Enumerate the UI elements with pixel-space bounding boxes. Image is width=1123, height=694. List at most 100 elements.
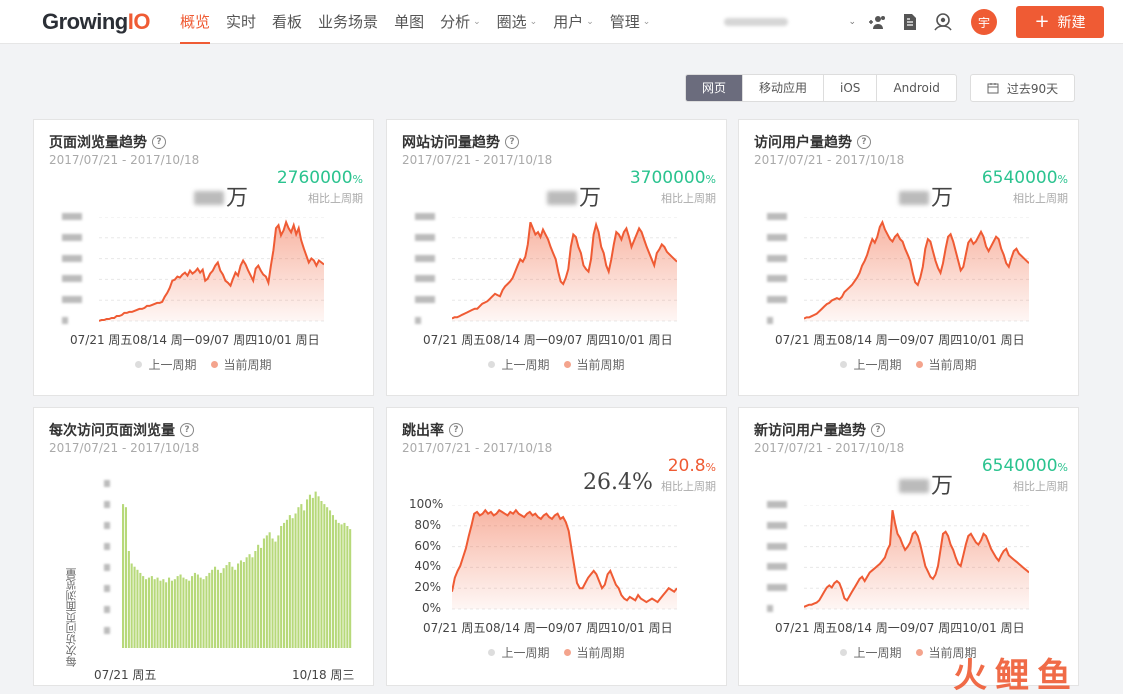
add-member-icon[interactable] xyxy=(866,11,888,33)
plus-icon: + xyxy=(1034,11,1050,32)
card-title: 访问用户量趋势? xyxy=(754,132,871,152)
x-tick-label: 10/01 周日 xyxy=(257,333,320,347)
area-chart xyxy=(804,505,1029,610)
project-selector[interactable]: ⌄ xyxy=(724,13,856,31)
platform-tab-0[interactable]: 网页 xyxy=(686,75,744,101)
bar xyxy=(340,524,343,648)
x-tick-label: 08/14 周一 xyxy=(837,333,900,347)
platform-tab-3[interactable]: Android xyxy=(893,81,940,95)
legend-curr[interactable]: 当前周期 xyxy=(563,644,625,661)
legend-curr[interactable]: 当前周期 xyxy=(915,644,977,661)
x-tick-label: 10/01 周日 xyxy=(962,333,1025,347)
legend-curr[interactable]: 当前周期 xyxy=(563,356,625,373)
legend-prev[interactable]: 上一周期 xyxy=(840,356,902,373)
y-tick-blurred xyxy=(62,254,82,262)
series-line xyxy=(804,219,1029,320)
legend-curr[interactable]: 当前周期 xyxy=(915,356,977,373)
x-tick-label: 09/07 周四 xyxy=(547,333,611,347)
nav-item-4[interactable]: 单图 xyxy=(394,13,425,31)
nav-item-2[interactable]: 看板 xyxy=(272,13,303,31)
nav-item-7[interactable]: 用户 ⌄ xyxy=(545,0,602,44)
metric-card-2: 访问用户量趋势? 2017/07/21 - 2017/10/18 万 6540000%… xyxy=(738,119,1079,396)
bar xyxy=(268,532,271,648)
nav-item-0[interactable]: 概览 xyxy=(172,0,218,44)
chevron-down-icon: ⌄ xyxy=(848,17,856,27)
bar xyxy=(349,529,352,648)
legend-prev[interactable]: 上一周期 xyxy=(840,644,902,661)
x-tick-label: 08/14 周一 xyxy=(837,621,900,635)
x-tick-label: 07/21 周五 xyxy=(423,333,486,347)
x-tick-label: 10/18 周三 xyxy=(292,668,355,682)
bar xyxy=(225,565,228,648)
bar xyxy=(245,557,248,648)
help-icon[interactable]: ? xyxy=(152,135,166,149)
help-icon[interactable]: ? xyxy=(180,423,194,437)
growingio-logo[interactable]: GrowingIO xyxy=(42,9,150,34)
platform-tab-1[interactable]: 移动应用 xyxy=(743,75,825,101)
nav-item-8[interactable]: 管理 ⌄ xyxy=(602,0,659,44)
legend-dot xyxy=(210,361,218,368)
card-date-range: 2017/07/21 - 2017/10/18 xyxy=(754,441,905,455)
help-icon[interactable]: ? xyxy=(505,135,519,149)
legend-prev[interactable]: 上一周期 xyxy=(488,356,550,373)
card-title: 网站访问量趋势? xyxy=(402,132,519,152)
x-tick-label: 07/21 周五 xyxy=(423,621,486,635)
bar xyxy=(329,510,332,648)
bar xyxy=(346,526,349,648)
help-icon[interactable]: ? xyxy=(871,423,885,437)
y-tick-blurred xyxy=(767,275,787,283)
change-percent: 2760000% xyxy=(276,168,363,188)
compare-label: 相比上周期 xyxy=(661,480,716,493)
legend-prev[interactable]: 上一周期 xyxy=(488,644,550,661)
help-icon[interactable]: ? xyxy=(857,135,871,149)
x-axis-labels: 07/21 周五08/14 周一09/07 周四10/01 周日 xyxy=(775,331,1025,348)
x-tick-label: 09/07 周四 xyxy=(899,621,963,635)
nav-item-1[interactable]: 实时 xyxy=(226,13,257,31)
y-tick-label: 0% xyxy=(421,601,441,615)
bar xyxy=(228,562,231,648)
y-tick-blurred xyxy=(415,254,435,262)
bar xyxy=(145,579,148,648)
chevron-down-icon: ⌄ xyxy=(642,17,651,27)
help-icon[interactable]: ? xyxy=(449,423,463,437)
x-tick-label: 09/07 周四 xyxy=(547,621,611,635)
chevron-down-icon: ⌄ xyxy=(529,17,538,27)
big-value: 万 xyxy=(194,180,248,212)
y-tick-label: 40% xyxy=(414,559,441,574)
bar xyxy=(251,557,254,648)
metric-card-1: 网站访问量趋势? 2017/07/21 - 2017/10/18 万 3700000%… xyxy=(386,119,727,396)
x-tick-label: 10/01 周日 xyxy=(962,621,1025,635)
view-eye-icon[interactable] xyxy=(932,11,954,33)
nav-item-5[interactable]: 分析 ⌄ xyxy=(432,0,489,44)
nav-item-3[interactable]: 业务场景 xyxy=(318,13,379,31)
bar xyxy=(314,491,317,648)
bar xyxy=(182,577,185,648)
card-title: 跳出率? xyxy=(402,420,463,440)
series-area xyxy=(804,510,1029,609)
date-range-picker[interactable]: 过去90天 xyxy=(970,74,1075,102)
series-line xyxy=(452,508,677,604)
bar xyxy=(168,577,171,648)
bar xyxy=(219,572,222,648)
new-button[interactable]: + 新建 xyxy=(1016,6,1104,38)
bar xyxy=(291,518,294,648)
series-area xyxy=(804,222,1029,321)
bar xyxy=(136,569,139,648)
legend-prev[interactable]: 上一周期 xyxy=(135,356,197,373)
bar xyxy=(257,544,260,648)
area-chart xyxy=(452,505,677,610)
x-axis-labels: 07/21 周五08/14 周一09/07 周四10/01 周日 xyxy=(70,331,320,348)
document-icon[interactable] xyxy=(899,11,921,33)
legend-curr[interactable]: 当前周期 xyxy=(210,356,272,373)
platform-tab-2[interactable]: iOS xyxy=(824,75,878,101)
bar xyxy=(237,563,240,648)
y-tick-label: 20% xyxy=(414,580,441,595)
calendar-icon xyxy=(987,83,999,94)
bar xyxy=(205,576,208,648)
series-line xyxy=(99,219,324,322)
y-tick-blurred xyxy=(767,296,787,304)
user-avatar[interactable]: 宇 xyxy=(971,9,997,35)
bar xyxy=(173,579,176,648)
nav-item-6[interactable]: 圈选 ⌄ xyxy=(489,0,546,44)
bar xyxy=(133,566,136,648)
